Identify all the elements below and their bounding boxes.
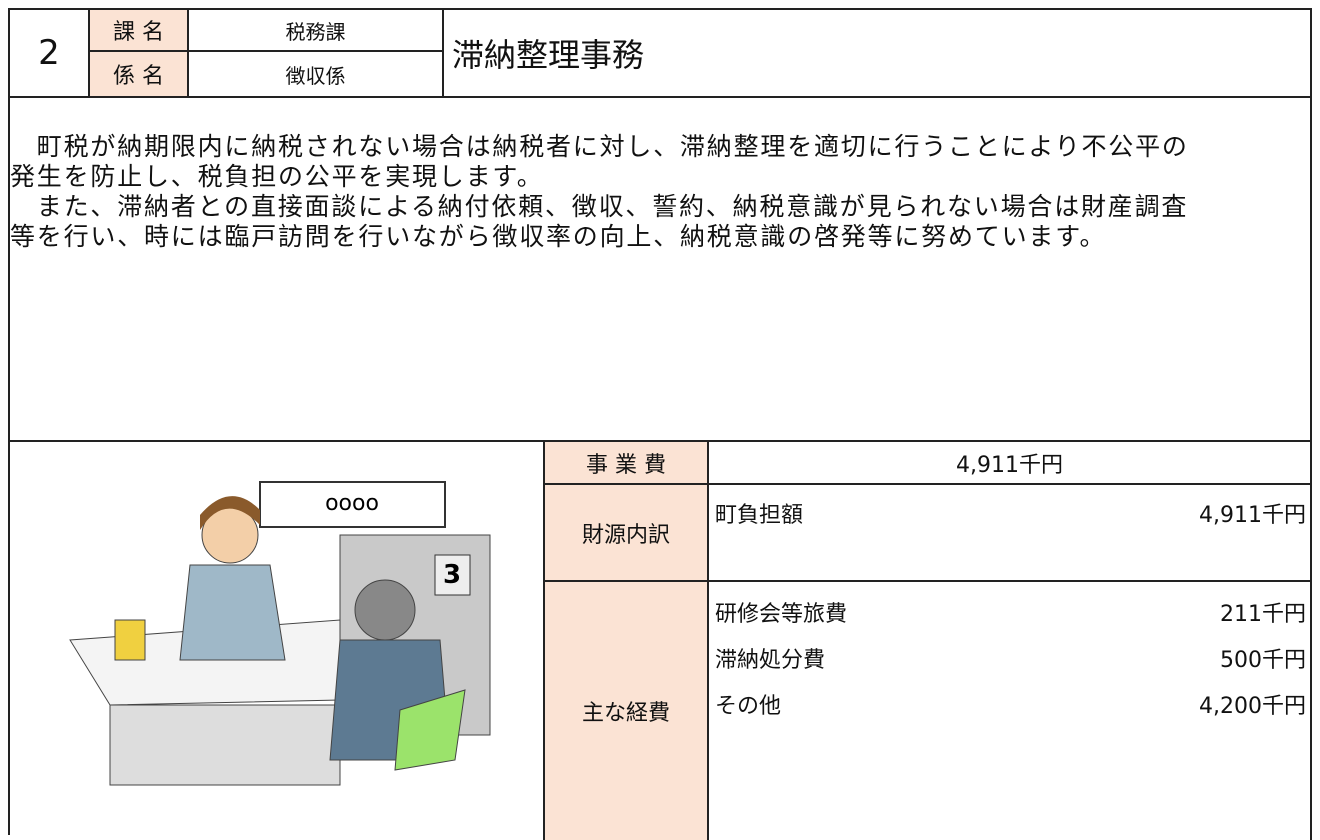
description-line: 等を行い、時には臨戸訪問を行いながら徴収率の向上、納税意識の啓発等に努めています…	[10, 222, 1107, 251]
item-name: 研修会等旅費	[715, 602, 848, 627]
unit: 徴収係	[187, 50, 444, 98]
item-name: その他	[715, 694, 782, 719]
description: 町税が納期限内に納税されない場合は納税者に対し、滞納整理を適切に行うことにより不…	[10, 98, 1310, 252]
desk-front	[109, 704, 341, 786]
section: 税務課	[187, 8, 444, 52]
illustration-box: oooo 3	[8, 440, 545, 835]
pen-cup	[114, 619, 146, 661]
visitor-head	[354, 579, 416, 641]
expenses-label: 主な経費	[543, 580, 709, 840]
total: 4,911千円	[707, 440, 1312, 485]
title: 滞納整理事務	[442, 8, 1312, 98]
total-label: 事 業 費	[543, 440, 709, 485]
wall-sign	[259, 481, 446, 528]
description-line: 町税が納期限内に納税されない場合は納税者に対し、滞納整理を適切に行うことにより不…	[10, 132, 1189, 161]
section-label: 課 名	[88, 8, 189, 52]
item-amount: 4,911千円	[1199, 503, 1306, 528]
funding: 町負担額 4,911千円	[707, 483, 1312, 582]
sign-text: oooo	[325, 491, 379, 516]
funding-label: 財源内訳	[543, 483, 709, 582]
item-amount: 4,200千円	[1199, 694, 1306, 719]
item-amount: 211千円	[1220, 602, 1306, 627]
expenses: 研修会等旅費 211千円滞納処分費 500千円その他 4,200千円	[707, 580, 1312, 840]
item-name: 滞納処分費	[715, 648, 826, 673]
card-number: 3	[443, 560, 461, 590]
item-amount: 500千円	[1220, 648, 1306, 673]
clerk-body	[179, 564, 286, 661]
chair	[394, 689, 466, 771]
clerk-hair	[200, 496, 260, 530]
unit-label: 係 名	[88, 50, 189, 98]
item-name: 町負担額	[715, 503, 804, 528]
item-number: 2	[8, 8, 90, 98]
illustration: oooo 3	[69, 481, 491, 786]
description-box: 町税が納期限内に納税されない場合は納税者に対し、滞納整理を適切に行うことにより不…	[8, 96, 1312, 442]
description-line: 発生を防止し、税負担の公平を実現します。	[10, 162, 544, 191]
number-card	[434, 554, 471, 596]
description-line: また、滞納者との直接面談による納付依頼、徴収、誓約、納税意識が見られない場合は財…	[10, 192, 1189, 221]
